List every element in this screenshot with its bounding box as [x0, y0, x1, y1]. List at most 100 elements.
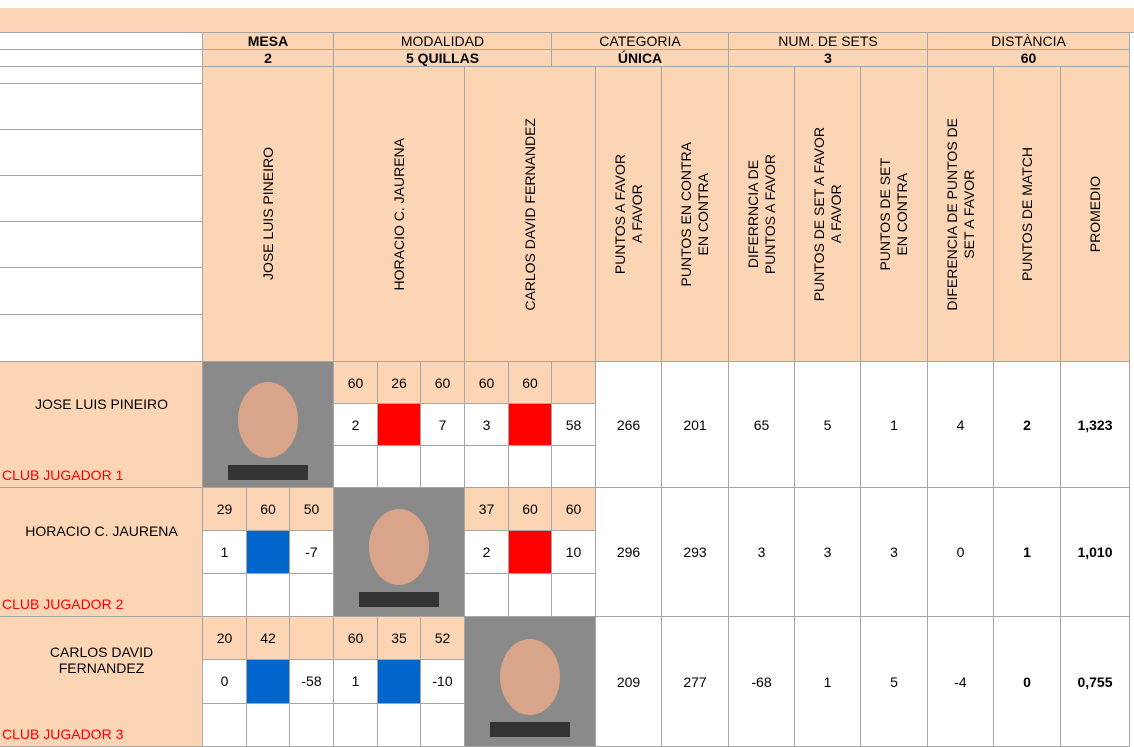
set-score: 60 — [509, 362, 552, 404]
club-name: CLUB JUGADOR 1 — [2, 467, 123, 483]
stat-value: 0 — [928, 488, 994, 617]
set-score: 60 — [552, 488, 596, 531]
stat-value: -68 — [729, 617, 795, 747]
column-header: PROMEDIO — [1061, 67, 1130, 362]
result-marker — [509, 404, 552, 446]
player-photo — [465, 617, 596, 747]
column-header: JOSE LUIS PINEIRO — [203, 67, 334, 362]
blank-cell — [509, 574, 552, 617]
result-marker — [247, 660, 290, 703]
column-header-text: CARLOS DAVID FERNANDEZ — [522, 118, 539, 311]
blank-cell — [247, 574, 290, 617]
stat-value: 1 — [994, 488, 1061, 617]
blank-cell — [247, 704, 290, 747]
blank-cell — [0, 130, 203, 176]
column-header-text: PROMEDIO — [1087, 176, 1104, 252]
stat-value: 1 — [861, 362, 928, 488]
set-score: 42 — [247, 617, 290, 660]
column-header-text: PUNTOS EN CONTRA EN CONTRA — [678, 142, 712, 286]
player-name: JOSE LUIS PINEIRO — [25, 362, 178, 446]
set-score: 20 — [203, 617, 247, 660]
blank-cell — [290, 704, 334, 747]
blank-cell — [203, 574, 247, 617]
result-marker — [378, 660, 421, 703]
club-name: CLUB JUGADOR 2 — [2, 596, 123, 612]
player-photo — [334, 488, 465, 617]
column-header-text: DIFERRNCIA DE PUNTOS A FAVOR — [745, 154, 779, 274]
info-value: 2 — [203, 50, 334, 67]
info-value: ÚNICA — [552, 50, 729, 67]
blank-cell — [0, 67, 203, 84]
points-diff: -7 — [290, 531, 334, 574]
points-diff: -58 — [290, 660, 334, 703]
column-header: DIFERENCIA DE PUNTOS DE SET A FAVOR — [928, 67, 994, 362]
set-score: 60 — [334, 362, 378, 404]
blank-cell — [203, 704, 247, 747]
info-label: DISTÀNCIA — [928, 33, 1130, 50]
stat-value: 1,010 — [1061, 488, 1130, 617]
points-diff: 7 — [421, 404, 465, 446]
blank-cell — [421, 446, 465, 488]
stat-value: 1 — [795, 617, 861, 747]
player-cell: JOSE LUIS PINEIRO CLUB JUGADOR 1 — [0, 362, 203, 488]
blank-cell — [465, 574, 509, 617]
column-header: PUNTOS EN CONTRA EN CONTRA — [662, 67, 729, 362]
stat-value: 293 — [662, 488, 729, 617]
blank-cell — [421, 704, 465, 747]
spreadsheet: MESA2MODALIDAD5 QUILLASCATEGORIAÚNICANUM… — [0, 0, 1134, 747]
column-header: CARLOS DAVID FERNANDEZ — [465, 67, 596, 362]
set-score: 52 — [421, 617, 465, 660]
stat-value: 5 — [861, 617, 928, 747]
points-diff: 1 — [334, 660, 378, 703]
info-label: MESA — [203, 33, 334, 50]
set-score: 35 — [378, 617, 421, 660]
info-label: MODALIDAD — [334, 33, 552, 50]
points-diff: 10 — [552, 531, 596, 574]
set-score — [290, 617, 334, 660]
blank-cell — [552, 574, 596, 617]
points-diff: -10 — [421, 660, 465, 703]
club-name: CLUB JUGADOR 3 — [2, 726, 123, 742]
column-header-text: PUNTOS A FAVOR A FAVOR — [612, 154, 646, 274]
stat-value: 1,323 — [1061, 362, 1130, 488]
blank-cell — [0, 315, 203, 362]
blank-cell — [334, 446, 378, 488]
stat-value: 277 — [662, 617, 729, 747]
column-header: DIFERRNCIA DE PUNTOS A FAVOR — [729, 67, 795, 362]
blank-cell — [0, 50, 203, 67]
set-score: 60 — [465, 362, 509, 404]
blank-cell — [0, 268, 203, 315]
photo-face — [485, 627, 575, 737]
column-header-text: HORACIO C. JAURENA — [391, 138, 408, 290]
blank-cell — [0, 84, 203, 130]
stat-value: 3 — [861, 488, 928, 617]
stat-value: 3 — [729, 488, 795, 617]
result-marker — [378, 404, 421, 446]
blank-cell — [290, 574, 334, 617]
result-marker — [509, 531, 552, 574]
blank-cell — [378, 704, 421, 747]
stat-value: 209 — [596, 617, 662, 747]
set-score: 37 — [465, 488, 509, 531]
stat-value: -4 — [928, 617, 994, 747]
points-diff: 3 — [465, 404, 509, 446]
player-photo — [203, 362, 334, 488]
blank-cell — [378, 446, 421, 488]
set-score: 29 — [203, 488, 247, 531]
points-diff: 2 — [334, 404, 378, 446]
photo-face — [223, 370, 313, 480]
stat-value: 0 — [994, 617, 1061, 747]
points-diff: 0 — [203, 660, 247, 703]
stat-value: 3 — [795, 488, 861, 617]
stat-value: 296 — [596, 488, 662, 617]
info-label: NUM. DE SETS — [729, 33, 928, 50]
column-header-text: DIFERENCIA DE PUNTOS DE SET A FAVOR — [944, 118, 978, 311]
blank-cell — [0, 33, 203, 50]
column-header-text: PUNTOS DE MATCH — [1019, 147, 1036, 281]
stat-value: 65 — [729, 362, 795, 488]
column-header: PUNTOS DE SET A FAVOR A FAVOR — [795, 67, 861, 362]
stat-value: 4 — [928, 362, 994, 488]
column-header-text: JOSE LUIS PINEIRO — [260, 147, 277, 280]
